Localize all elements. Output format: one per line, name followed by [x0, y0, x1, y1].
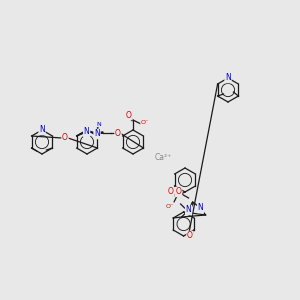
Text: N: N — [97, 122, 101, 127]
Text: O: O — [187, 232, 193, 241]
Text: Ca²⁺: Ca²⁺ — [154, 152, 172, 161]
Text: N: N — [94, 130, 100, 139]
Text: N: N — [198, 203, 203, 212]
Text: O: O — [168, 188, 174, 196]
Text: O: O — [176, 188, 182, 196]
Text: N: N — [39, 125, 45, 134]
Text: O: O — [115, 128, 121, 137]
Text: N: N — [225, 74, 231, 82]
Text: N: N — [186, 206, 191, 214]
Text: O: O — [126, 110, 132, 119]
Text: N: N — [84, 128, 89, 136]
Text: O: O — [62, 134, 68, 142]
Text: O⁻: O⁻ — [141, 119, 149, 124]
Text: O⁻: O⁻ — [166, 203, 174, 208]
